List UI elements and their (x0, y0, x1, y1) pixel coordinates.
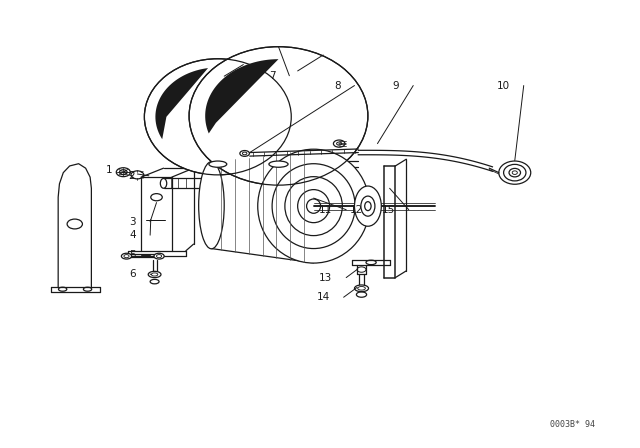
Text: 1: 1 (106, 165, 113, 176)
Ellipse shape (355, 285, 369, 292)
Text: 4: 4 (129, 230, 136, 240)
Text: 8: 8 (334, 81, 340, 90)
Text: 0003B* 94: 0003B* 94 (550, 420, 595, 429)
Ellipse shape (272, 164, 355, 249)
Text: 10: 10 (497, 81, 509, 90)
Polygon shape (205, 59, 278, 134)
Ellipse shape (122, 253, 132, 259)
Ellipse shape (355, 186, 381, 226)
Ellipse shape (361, 196, 375, 216)
Text: 11: 11 (319, 205, 332, 215)
Text: 6: 6 (129, 269, 136, 279)
Text: 14: 14 (316, 292, 330, 302)
Polygon shape (156, 68, 208, 139)
Ellipse shape (148, 271, 161, 278)
Ellipse shape (145, 59, 291, 175)
Text: 13: 13 (319, 272, 332, 283)
Text: 15: 15 (381, 205, 395, 215)
Text: 5: 5 (129, 250, 136, 260)
Text: 9: 9 (392, 81, 399, 90)
Ellipse shape (209, 161, 227, 167)
Ellipse shape (285, 177, 342, 236)
Ellipse shape (499, 161, 531, 184)
Ellipse shape (307, 199, 321, 213)
Text: 7: 7 (269, 71, 275, 81)
Ellipse shape (298, 190, 330, 223)
Ellipse shape (258, 149, 369, 263)
Ellipse shape (161, 178, 167, 188)
Ellipse shape (202, 178, 208, 188)
Ellipse shape (269, 161, 288, 167)
Text: 2: 2 (128, 171, 135, 181)
Ellipse shape (240, 151, 250, 156)
Ellipse shape (333, 140, 345, 147)
Ellipse shape (154, 253, 164, 259)
Ellipse shape (504, 164, 526, 181)
Ellipse shape (198, 162, 224, 249)
Text: 12: 12 (349, 205, 363, 215)
Ellipse shape (189, 47, 368, 185)
Text: 3: 3 (129, 217, 136, 227)
